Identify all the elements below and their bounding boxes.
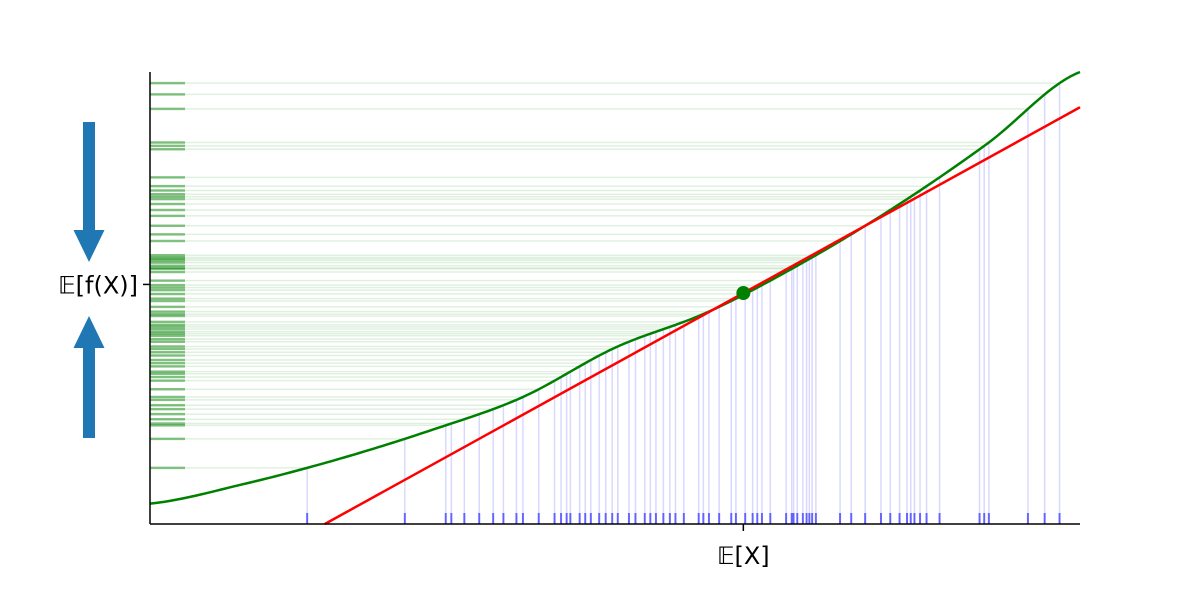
axes-group — [143, 72, 1080, 531]
down-arrow — [73, 122, 105, 262]
arrows-group — [73, 122, 105, 438]
convex-curve — [149, 70, 1081, 505]
x-rug-group — [306, 83, 1061, 524]
up-arrow — [73, 316, 105, 438]
y-tick-label: 𝔼[f(X)] — [58, 271, 138, 299]
x-tick-label: 𝔼[X] — [717, 542, 770, 570]
tangent-line — [324, 106, 1081, 526]
fx-rug-group — [150, 81, 1060, 470]
mean-point — [736, 286, 751, 301]
series-group — [149, 70, 1081, 526]
